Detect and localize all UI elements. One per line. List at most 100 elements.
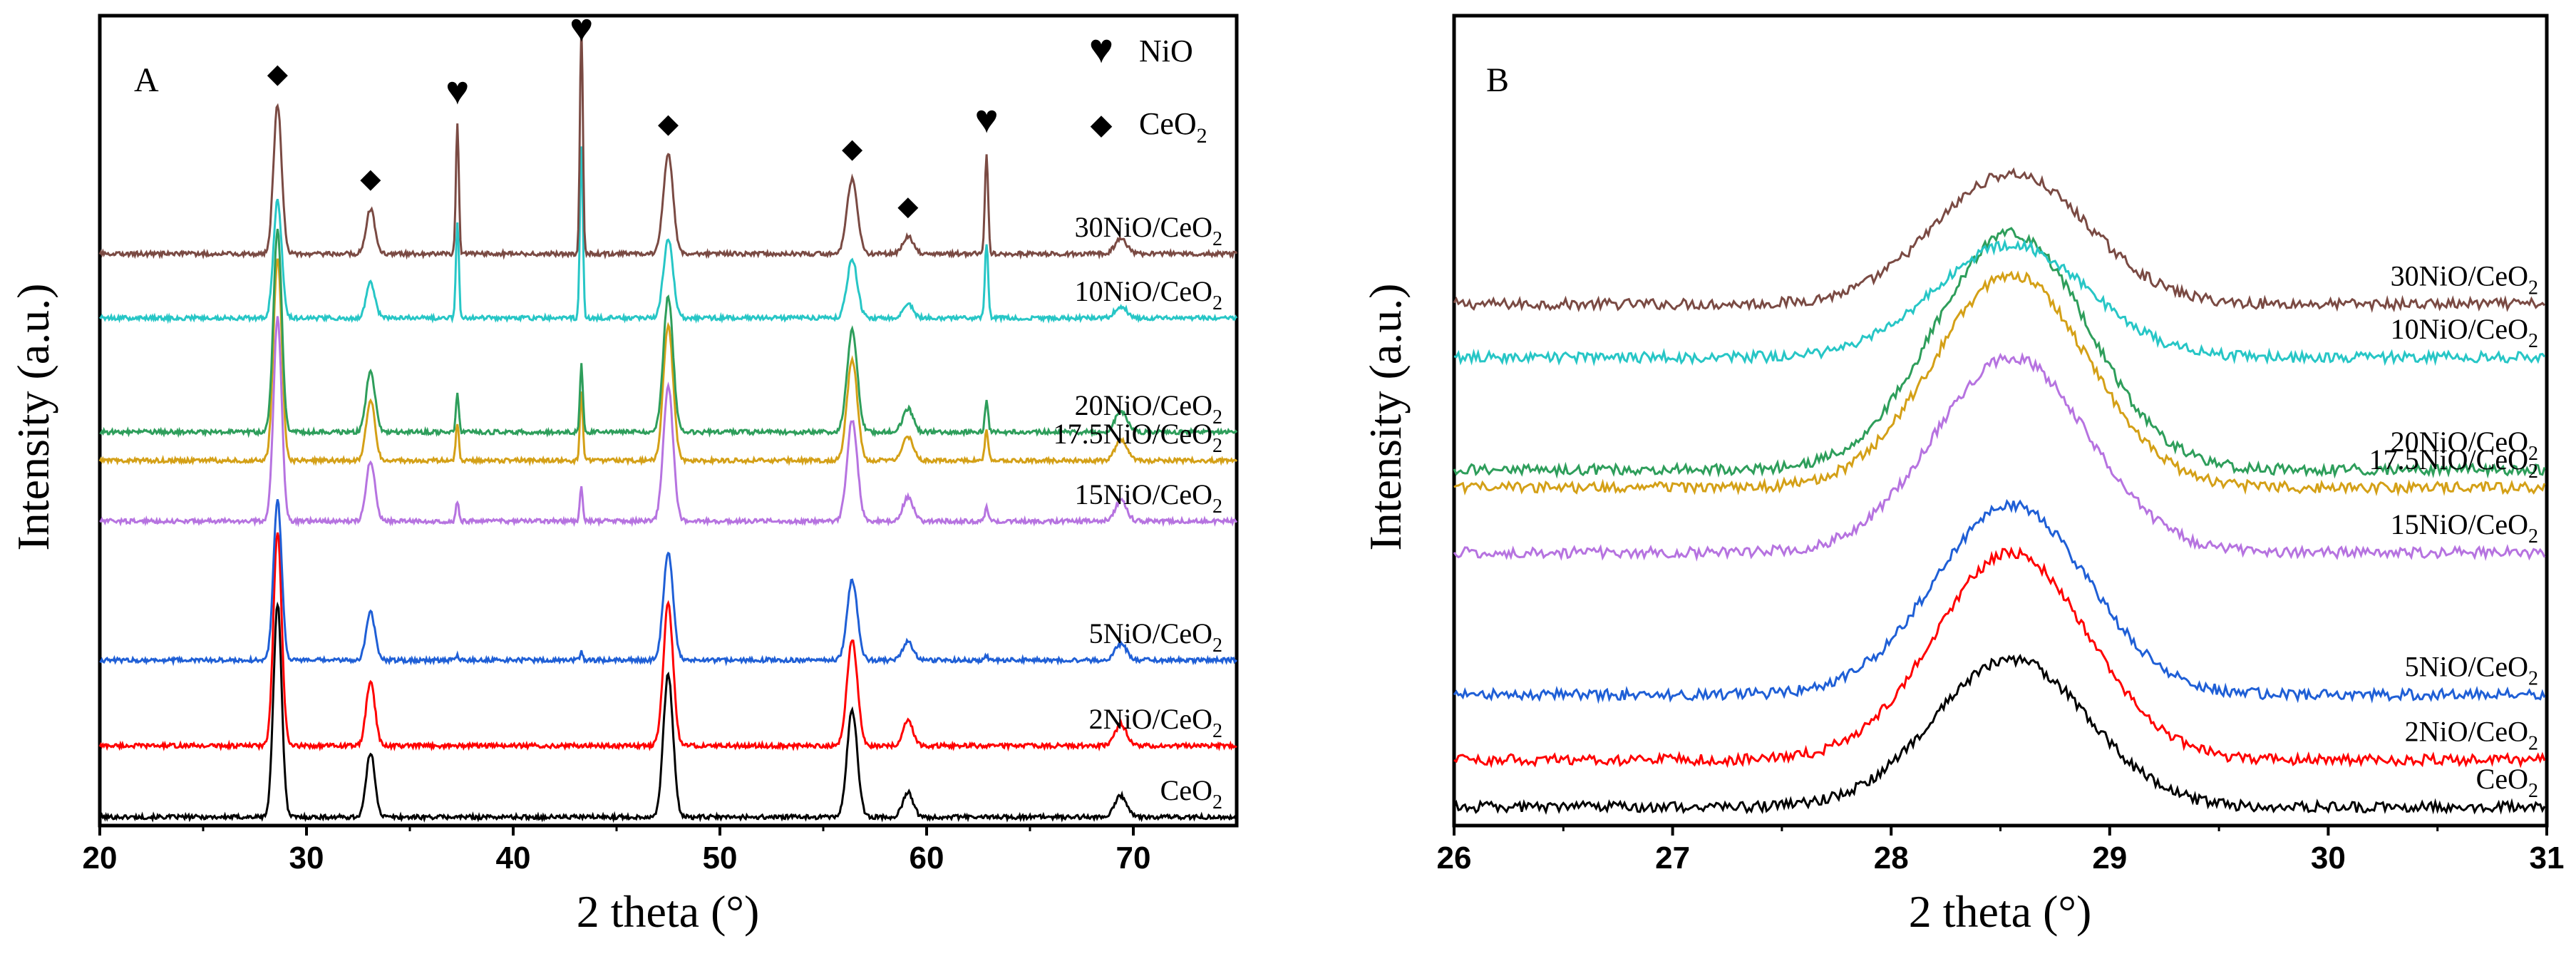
panel-a-marker-diamond-icon: ◆ <box>658 109 679 139</box>
panel-b-label-15nio-ceo2-main: 15NiO/CeO <box>2391 508 2528 540</box>
panel-a-label-5nio-ceo2: 5NiO/CeO2 <box>1089 617 1222 657</box>
panel-b-x-tick-label-26: 26 <box>1437 841 1472 875</box>
panel-a-label-30nio-ceo2-main: 30NiO/CeO <box>1075 211 1212 243</box>
panel-b-series-20nio-ceo2 <box>1453 227 2546 479</box>
legend-ceo2-label: CeO2 <box>1139 106 1207 148</box>
panel-a-label-10nio-ceo2-main: 10NiO/CeO <box>1075 275 1212 307</box>
panel-a-label-30nio-ceo2: 30NiO/CeO2 <box>1075 211 1222 250</box>
panel-a-series-10nio-ceo2 <box>99 146 1238 324</box>
panel-a-label-5nio-ceo2-main: 5NiO/CeO <box>1089 617 1212 649</box>
panel-b-label-15nio-ceo2: 15NiO/CeO2 <box>2391 508 2538 548</box>
panel-a-letter: A <box>134 61 159 99</box>
panel-a-label-17-5nio-ceo2-main: 17.5NiO/CeO <box>1053 418 1212 450</box>
panel-b-x-axis-label: 2 theta (°) <box>1909 886 2092 937</box>
panel-b-label-17-5nio-ceo2: 17.5NiO/CeO2 <box>2369 443 2538 483</box>
panel-b-label-ceo2-main: CeO <box>2476 763 2528 795</box>
panel-a-label-ceo2-main: CeO <box>1160 774 1212 806</box>
panel-b-frame <box>1452 14 2549 828</box>
legend-ceo2-diamond-icon: ◆ <box>1091 108 1113 140</box>
panel-a-label-20nio-ceo2: 20NiO/CeO2 <box>1075 389 1222 428</box>
panel-a-marker-heart-icon: ♥ <box>974 98 998 142</box>
panel-a: 20 30 40 50 60 70 ◆◆♥♥◆◆◆♥ CeO22NiO/CeO25NiO/… <box>8 6 1239 937</box>
panel-a-label-10nio-ceo2-sub: 2 <box>1212 292 1222 314</box>
panel-b-x-tick-label-28: 28 <box>1874 841 1909 875</box>
panel-b-series-15nio-ceo2 <box>1453 351 2546 562</box>
panel-b-letter: B <box>1486 61 1509 99</box>
panel-b-series-ceo2 <box>1453 654 2546 816</box>
panel-b-x-tick-label-30: 30 <box>2311 841 2346 875</box>
panel-b-label-17-5nio-ceo2-sub: 2 <box>2528 461 2538 483</box>
panel-b-label-10nio-ceo2-sub: 2 <box>2528 330 2538 352</box>
panel-a-label-2nio-ceo2-main: 2NiO/CeO <box>1089 703 1212 735</box>
panel-b-label-30nio-ceo2-sub: 2 <box>2528 277 2538 299</box>
panel-a-label-30nio-ceo2-sub: 2 <box>1212 228 1222 250</box>
panel-b-label-17-5nio-ceo2-main: 17.5NiO/CeO <box>2369 443 2528 476</box>
panel-a-marker-heart-icon: ♥ <box>570 6 593 51</box>
panel-b-label-2nio-ceo2-sub: 2 <box>2528 733 2538 755</box>
panel-a-curves <box>98 25 1238 823</box>
legend-ceo2-label-sub: 2 <box>1197 124 1207 148</box>
panel-a-label-20nio-ceo2-sub: 2 <box>1212 406 1222 428</box>
panel-a-label-2nio-ceo2: 2NiO/CeO2 <box>1089 703 1222 742</box>
panel-b-series-10nio-ceo2 <box>1453 238 2546 367</box>
panel-b-series-17-5nio-ceo2 <box>1453 270 2546 497</box>
panel-a-label-20nio-ceo2-main: 20NiO/CeO <box>1075 389 1212 421</box>
panel-b-x-tick-label-27: 27 <box>1655 841 1690 875</box>
panel-b-y-axis-label: Intensity (a.u.) <box>1360 284 1411 551</box>
panel-a-series-30nio-ceo2 <box>98 25 1238 260</box>
panel-a-label-5nio-ceo2-sub: 2 <box>1212 635 1222 657</box>
panel-a-x-ticks: 20 30 40 50 60 70 <box>83 826 1151 875</box>
panel-b: 26 27 28 29 30 31 CeO22NiO/CeO25NiO/CeO215NiO… <box>1360 14 2565 937</box>
panel-a-label-15nio-ceo2-sub: 2 <box>1212 495 1222 518</box>
legend-ceo2-label-main: CeO <box>1139 106 1197 141</box>
panel-a-x-tick-label-20: 20 <box>83 841 118 875</box>
panel-a-peak-markers: ◆ ◆ ♥ ♥ ◆ ◆ ◆ ♥ <box>267 6 999 222</box>
panel-b-label-5nio-ceo2-main: 5NiO/CeO <box>2405 650 2528 682</box>
panel-b-x-ticks: 26 27 28 29 30 31 <box>1437 826 2565 875</box>
legend-nio-heart-icon: ♥ <box>1089 26 1113 72</box>
panel-a-marker-diamond-icon: ◆ <box>842 134 863 164</box>
panel-a-label-17-5nio-ceo2: 17.5NiO/CeO2 <box>1053 418 1222 457</box>
panel-a-label-15nio-ceo2: 15NiO/CeO2 <box>1075 478 1222 518</box>
panel-b-label-ceo2-sub: 2 <box>2528 780 2538 802</box>
panel-b-series-labels: CeO22NiO/CeO25NiO/CeO215NiO/CeO217.5NiO/… <box>2369 260 2538 803</box>
panel-a-x-tick-label-70: 70 <box>1116 841 1151 875</box>
panel-a-series-5nio-ceo2 <box>99 499 1237 667</box>
panel-a-series-2nio-ceo2 <box>98 532 1237 752</box>
panel-a-frame <box>98 14 1239 828</box>
panel-a-label-15nio-ceo2-main: 15NiO/CeO <box>1075 478 1212 510</box>
panel-a-x-tick-label-50: 50 <box>703 841 738 875</box>
panel-a-label-ceo2-sub: 2 <box>1212 791 1222 813</box>
panel-b-label-2nio-ceo2-main: 2NiO/CeO <box>2405 716 2528 748</box>
panel-b-label-30nio-ceo2-main: 30NiO/CeO <box>2391 260 2528 292</box>
panel-b-x-tick-label-31: 31 <box>2530 841 2565 875</box>
panel-a-label-17-5nio-ceo2-sub: 2 <box>1212 435 1222 457</box>
panel-a-y-axis-label: Intensity (a.u.) <box>8 284 58 551</box>
panel-b-series-2nio-ceo2 <box>1453 546 2546 769</box>
panel-a-x-axis-label: 2 theta (°) <box>577 886 760 937</box>
panel-a-series-20nio-ceo2 <box>99 228 1238 438</box>
panel-a-x-tick-label-40: 40 <box>496 841 531 875</box>
panel-a-x-tick-label-60: 60 <box>910 841 944 875</box>
panel-a-marker-diamond-icon: ◆ <box>267 59 289 89</box>
panel-b-label-2nio-ceo2: 2NiO/CeO2 <box>2405 716 2538 755</box>
panel-b-label-15nio-ceo2-sub: 2 <box>2528 525 2538 548</box>
panel-a-marker-diamond-icon: ◆ <box>897 192 919 222</box>
panel-a-label-10nio-ceo2: 10NiO/CeO2 <box>1075 275 1222 314</box>
panel-b-label-10nio-ceo2-main: 10NiO/CeO <box>2391 313 2528 345</box>
panel-b-label-10nio-ceo2: 10NiO/CeO2 <box>2391 313 2538 352</box>
panel-b-label-20nio-ceo2: 20NiO/CeO2 <box>2391 426 2538 465</box>
panel-a-legend: ♥ NiO ◆ CeO2 <box>1089 26 1207 148</box>
panel-b-label-20nio-ceo2-sub: 2 <box>2528 443 2538 465</box>
panel-b-label-ceo2: CeO2 <box>2476 763 2538 802</box>
panel-b-x-tick-label-29: 29 <box>2092 841 2127 875</box>
panel-a-x-tick-label-30: 30 <box>289 841 324 875</box>
panel-a-label-ceo2: CeO2 <box>1160 774 1222 813</box>
panel-b-curves <box>1453 167 2546 816</box>
legend-nio-label: NiO <box>1139 34 1193 68</box>
panel-a-marker-heart-icon: ♥ <box>445 69 469 113</box>
panel-b-label-30nio-ceo2: 30NiO/CeO2 <box>2391 260 2538 299</box>
panel-b-label-5nio-ceo2-sub: 2 <box>2528 667 2538 689</box>
